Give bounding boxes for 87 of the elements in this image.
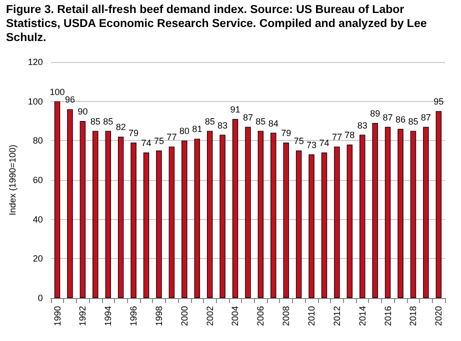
data-label: 81 (192, 124, 202, 134)
bar (105, 130, 111, 298)
y-tick-label: 100 (28, 96, 43, 106)
data-label: 80 (179, 126, 190, 136)
bar (360, 134, 366, 298)
bar (308, 154, 314, 298)
bar (182, 140, 188, 298)
bar (220, 134, 226, 298)
bar (206, 130, 213, 298)
bar (296, 150, 302, 298)
data-label: 74 (319, 138, 330, 148)
data-label: 100 (50, 86, 65, 97)
x-tick-label: 2010 (306, 306, 317, 326)
bar (130, 142, 136, 298)
data-label: 85 (204, 116, 215, 126)
data-label: 86 (396, 114, 406, 124)
chart-title: Figure 3. Retail all-fresh beef demand index. Source: US Bureau of Labor Statistics, USDA Economic Research Service. Compiled and analyzed by Lee Schulz. (5, 3, 428, 46)
x-tick-label: 2016 (382, 306, 393, 326)
data-label: 85 (408, 116, 418, 126)
data-label: 85 (90, 116, 100, 126)
x-tick-label: 2020 (434, 306, 444, 326)
x-tick-label: 2006 (256, 306, 266, 326)
data-label: 82 (116, 122, 126, 132)
y-tick-label: 60 (32, 175, 43, 185)
x-tick-label: 2014 (357, 306, 368, 326)
y-tick-label: 0 (38, 293, 43, 303)
data-label: 87 (382, 112, 393, 122)
data-label: 77 (166, 132, 177, 142)
y-tick-label: 20 (32, 254, 43, 264)
x-tick-label: 2002 (204, 306, 215, 326)
bar (321, 152, 328, 298)
x-tick-label: 2012 (332, 306, 342, 326)
bar (258, 130, 264, 298)
data-label: 75 (154, 136, 164, 146)
bar (384, 126, 391, 298)
bar (245, 126, 251, 298)
x-tick-label: 2000 (179, 306, 190, 326)
bar (143, 152, 150, 298)
x-tick-label: 2004 (230, 306, 240, 326)
bar (118, 136, 124, 298)
bar (194, 138, 200, 298)
y-tick-label: 80 (32, 136, 43, 146)
bar (423, 126, 429, 298)
bar (334, 146, 340, 298)
data-label: 77 (332, 132, 342, 142)
data-label: 78 (344, 130, 355, 140)
data-label: 95 (434, 96, 444, 107)
bar (346, 144, 353, 298)
x-tick-label: 2008 (281, 306, 292, 326)
y-tick-label: 120 (28, 57, 43, 67)
data-label: 83 (357, 120, 368, 130)
x-tick-label: 1996 (128, 306, 139, 326)
y-axis-title: Index (1990=100) (8, 144, 18, 216)
data-label: 87 (242, 112, 253, 122)
bar (54, 101, 60, 298)
data-label: 73 (306, 140, 317, 150)
bar (270, 132, 276, 298)
bar (156, 150, 162, 298)
bar (232, 119, 238, 298)
bar (168, 146, 175, 298)
data-label: 87 (420, 112, 431, 122)
bar (410, 130, 416, 298)
bar (372, 122, 378, 298)
data-label: 74 (141, 138, 152, 148)
bar (67, 109, 73, 298)
data-label: 89 (370, 108, 380, 118)
bar (92, 130, 98, 298)
data-label: 84 (268, 118, 278, 128)
x-tick-label: 1990 (52, 306, 62, 326)
x-tick-label: 1992 (78, 306, 88, 326)
x-tick-label: 2018 (408, 306, 418, 326)
data-label: 91 (230, 104, 240, 115)
data-label: 79 (128, 128, 139, 138)
x-tick-label: 1998 (154, 306, 164, 326)
data-label: 85 (256, 116, 266, 126)
data-label: 79 (281, 128, 292, 138)
data-label: 85 (103, 116, 114, 126)
bar (436, 111, 442, 298)
bar (283, 142, 289, 298)
x-tick-label: 1994 (103, 306, 114, 326)
data-label: 90 (78, 106, 88, 116)
data-label: 96 (64, 94, 75, 105)
bar (80, 121, 86, 298)
data-label: 83 (218, 120, 228, 130)
data-label: 75 (294, 136, 304, 146)
bar (398, 128, 404, 298)
y-tick-label: 40 (32, 214, 43, 224)
